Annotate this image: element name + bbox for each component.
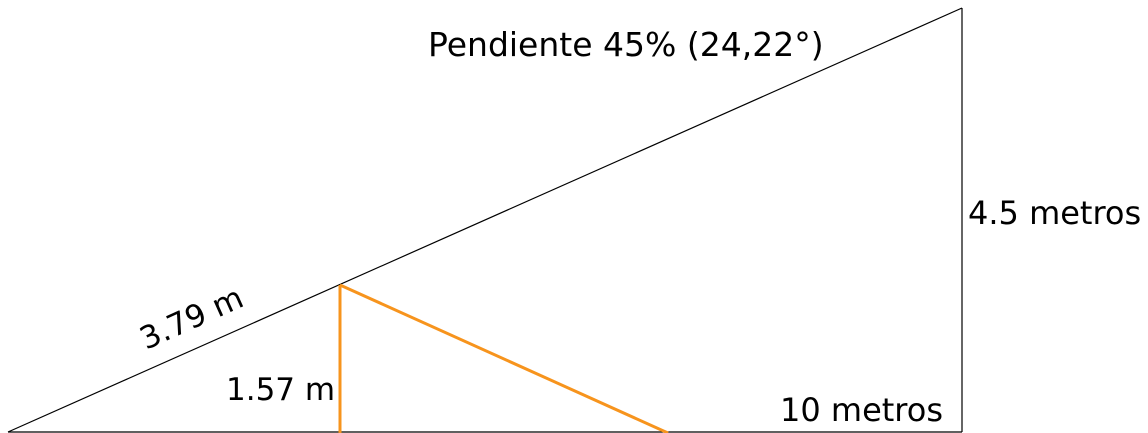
inner-height-label: 1.57 m — [226, 372, 335, 408]
hyp-segment-label: 3.79 m — [135, 280, 249, 358]
base-label: 10 metros — [780, 391, 943, 429]
height-label: 4.5 metros — [968, 194, 1141, 232]
slope-label: Pendiente 45% (24,22°) — [428, 25, 824, 64]
hypotenuse-line — [7, 7, 963, 433]
inner-diagonal-line — [339, 283, 669, 433]
